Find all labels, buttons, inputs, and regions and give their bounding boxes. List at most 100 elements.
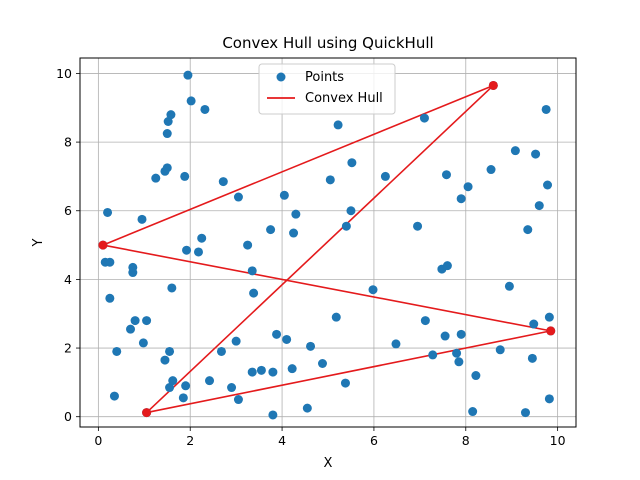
data-point [162,129,172,139]
data-point [325,175,335,185]
data-point [272,329,282,339]
data-point [495,345,505,355]
data-point [216,346,226,356]
data-point [279,190,289,200]
scatter-points [98,70,556,420]
data-point [333,120,343,130]
hull-vertex [142,408,152,418]
data-point [504,281,514,291]
data-point [442,261,452,271]
data-point [205,376,215,386]
data-point [256,365,266,375]
data-point [486,165,496,175]
legend-points-marker [276,72,286,82]
data-point [456,194,466,204]
data-point [137,214,147,224]
data-point [523,225,533,235]
data-point [233,192,243,202]
data-point [233,395,243,405]
data-point [168,376,178,386]
data-point [163,117,173,127]
data-point [544,312,554,322]
data-point [544,394,554,404]
legend-points-label: Points [305,70,344,85]
data-point [454,357,464,367]
data-point [520,408,530,418]
hull-segment [102,244,551,332]
legend-hull-label: Convex Hull [305,91,383,106]
data-point [289,228,299,238]
data-point [178,393,188,403]
data-point [282,334,292,344]
x-axis-label: X [324,456,333,471]
plot-frame [79,57,577,428]
data-point [109,391,119,401]
data-point [186,96,196,106]
data-point [165,383,175,393]
data-point [468,407,478,417]
y-axis-label: Y [31,238,46,247]
data-point [347,158,357,168]
data-point [138,338,148,348]
data-point [368,285,378,295]
x-tick-label: 8 [462,433,470,448]
x-tick-label: 0 [94,433,102,448]
data-point [317,358,327,368]
data-point [181,381,191,391]
data-point [531,149,541,159]
data-point [105,293,115,303]
data-point [128,262,138,272]
data-point [456,329,466,339]
x-tick-label: 10 [550,433,566,448]
data-point [103,207,113,217]
y-tick-label: 8 [64,135,72,150]
data-point [165,346,175,356]
data-point [340,378,350,388]
data-point [527,353,537,363]
data-point [471,371,481,381]
hull-vertex [488,80,498,90]
y-tick-label: 0 [64,409,72,424]
data-point [142,316,152,326]
x-axis-ticks: 0 2 4 6 8 10 [94,427,566,448]
data-point [227,383,237,393]
data-point [341,221,351,231]
y-tick-label: 6 [64,203,72,218]
data-point [543,180,553,190]
data-point [346,206,356,216]
data-point [130,316,140,326]
hull-segment [102,84,494,246]
data-point [160,355,170,365]
data-point [193,247,203,257]
data-point [231,336,241,346]
y-axis-ticks: 0 2 4 6 8 10 [56,66,80,424]
data-point [534,201,544,211]
data-point [428,350,438,360]
x-tick-label: 2 [186,433,194,448]
data-point [182,245,192,255]
data-point [452,348,462,358]
data-point [180,171,190,181]
data-point [529,319,539,329]
y-tick-label: 2 [64,341,72,356]
data-point [306,341,316,351]
data-point [420,316,430,326]
data-point [463,182,473,192]
data-point [247,266,257,276]
data-point [541,104,551,114]
data-point [105,257,115,267]
hull-lines [102,84,551,414]
legend: Points Convex Hull [258,63,396,115]
data-point [440,331,450,341]
x-tick-label: 6 [370,433,378,448]
data-point [112,346,122,356]
data-point [197,233,207,243]
data-point [218,177,228,187]
data-point [331,312,341,322]
hull-vertices [98,80,556,418]
data-point [162,163,172,173]
hull-segment [146,330,551,414]
data-point [302,403,312,413]
data-point [287,364,297,374]
data-point [441,170,451,180]
